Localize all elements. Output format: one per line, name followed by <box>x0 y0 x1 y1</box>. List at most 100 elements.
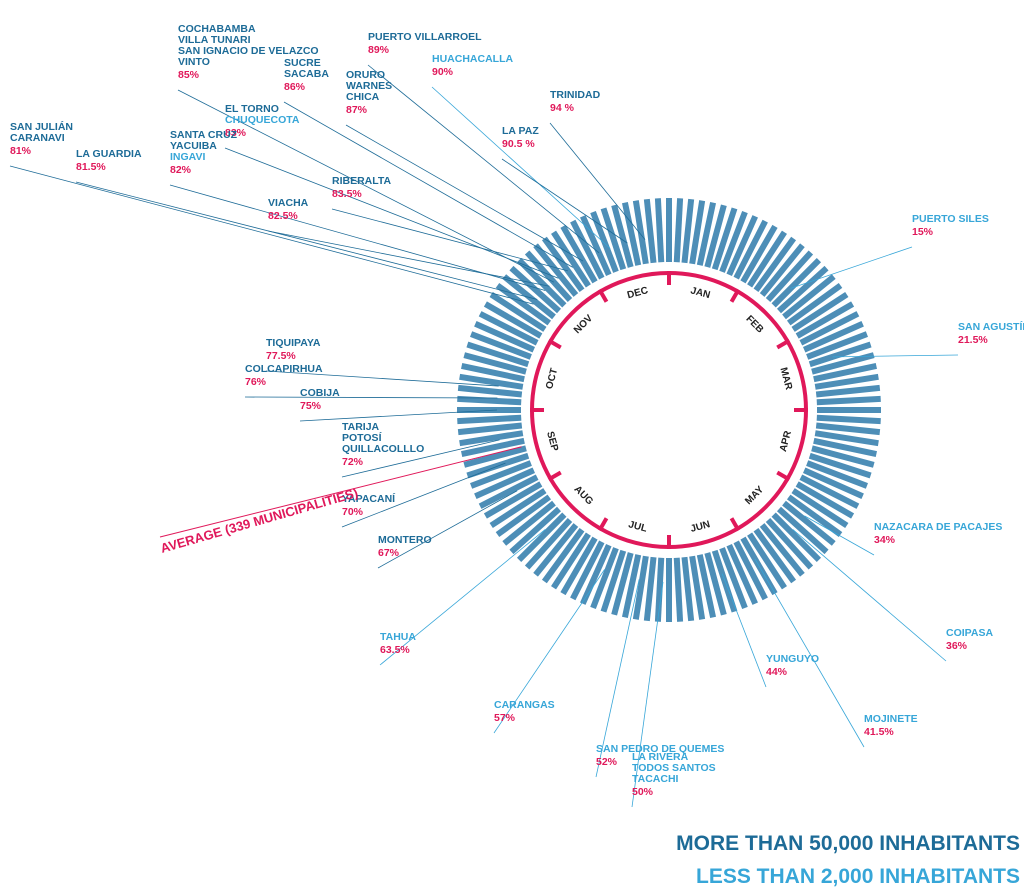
radial-bar <box>457 414 522 425</box>
leader-line <box>299 409 498 422</box>
leader-line <box>341 439 500 478</box>
callout-pct: 50% <box>632 786 654 798</box>
callout-name: TIQUIPAYA <box>266 337 321 349</box>
radial-bar <box>802 467 864 499</box>
callout-name: COCHABAMBA <box>178 23 256 35</box>
radial-bar <box>457 384 523 398</box>
callout-name: ORURO <box>346 69 385 81</box>
callout-pct: 44% <box>766 666 788 678</box>
radial-bar <box>516 257 567 308</box>
radial-bar <box>808 452 872 479</box>
leader-line <box>595 579 640 778</box>
radial-bar <box>806 460 868 489</box>
callout-pct: 90% <box>432 66 454 78</box>
legend-small: LESS THAN 2,000 INHABITANTS <box>696 865 1020 888</box>
radial-bar <box>483 481 543 519</box>
radial-bar <box>516 512 567 563</box>
callout-pct: 77.5% <box>266 350 296 362</box>
leader-line <box>331 208 569 272</box>
callout-name: MOJINETE <box>864 713 918 725</box>
month-label: MAR <box>777 366 794 392</box>
month-label: OCT <box>544 367 560 390</box>
radial-bar <box>704 552 727 616</box>
callout-name: VIACHA <box>268 197 309 209</box>
month-label: APR <box>778 429 794 453</box>
radial-bar <box>643 556 657 622</box>
radial-bar <box>795 481 855 519</box>
radial-bar <box>726 215 758 277</box>
radial-bar <box>478 474 539 509</box>
leader-line <box>431 86 611 249</box>
callout-name: CARANAVI <box>10 132 65 144</box>
callout-pct: 57% <box>494 712 516 724</box>
radial-bar <box>483 301 543 339</box>
month-label: MAY <box>743 484 766 507</box>
radial-bar <box>459 373 524 390</box>
radial-bar <box>816 414 881 425</box>
month-tick <box>776 470 791 482</box>
leader-line <box>379 529 546 666</box>
month-tick <box>597 288 609 303</box>
leader-line <box>224 147 559 279</box>
callout-name: HUACHACALLA <box>432 53 513 65</box>
radial-bar <box>632 200 649 265</box>
callout-name: TRINIDAD <box>550 89 601 101</box>
radial-bar <box>541 236 585 293</box>
radial-bar <box>814 430 879 447</box>
radial-bar <box>802 321 864 353</box>
radial-bar <box>806 331 868 360</box>
radial-bar <box>814 373 879 390</box>
radial-bar <box>489 488 547 528</box>
leader-line <box>267 230 550 287</box>
radial-bar <box>815 422 881 436</box>
month-label: DEC <box>626 285 649 301</box>
radial-bar <box>524 517 573 570</box>
radial-bar <box>689 555 706 620</box>
callout-name: INGAVI <box>170 151 205 163</box>
radial-bar <box>747 532 787 590</box>
callout-pct: 15% <box>912 226 934 238</box>
month-ring-circle <box>530 271 808 549</box>
radial-bar <box>719 211 748 273</box>
radial-bar <box>681 198 695 264</box>
radial-bar <box>816 395 881 406</box>
callout-name: POTOSÍ <box>342 431 383 444</box>
month-tick <box>776 338 791 350</box>
callout-name: SAN JULIÁN <box>10 120 73 133</box>
callout-pct: 41.5% <box>864 726 894 738</box>
callout-name: COIPASA <box>946 627 993 639</box>
callout-pct: 72% <box>342 456 364 468</box>
radial-bar <box>811 445 875 468</box>
radial-bar <box>786 494 843 538</box>
radial-bar <box>551 532 591 590</box>
callout-name: CHUQUECOTA <box>225 114 300 126</box>
callout-pct: 36% <box>946 640 968 652</box>
callout-name: WARNES <box>346 80 392 92</box>
callout-pct: 86% <box>284 81 306 93</box>
radial-bar <box>759 523 805 577</box>
radial-bar <box>711 549 738 613</box>
month-tick <box>547 470 562 482</box>
callout-name: LA PAZ <box>502 125 539 137</box>
radial-bar <box>470 460 532 489</box>
callout-pct: 85% <box>178 69 200 81</box>
leader-lines <box>9 64 959 808</box>
radial-bar <box>808 341 872 368</box>
leader-line <box>367 64 600 254</box>
radial-bar <box>463 352 527 375</box>
callout-name: QUILLACOLLLO <box>342 443 424 455</box>
month-tick <box>597 517 609 532</box>
